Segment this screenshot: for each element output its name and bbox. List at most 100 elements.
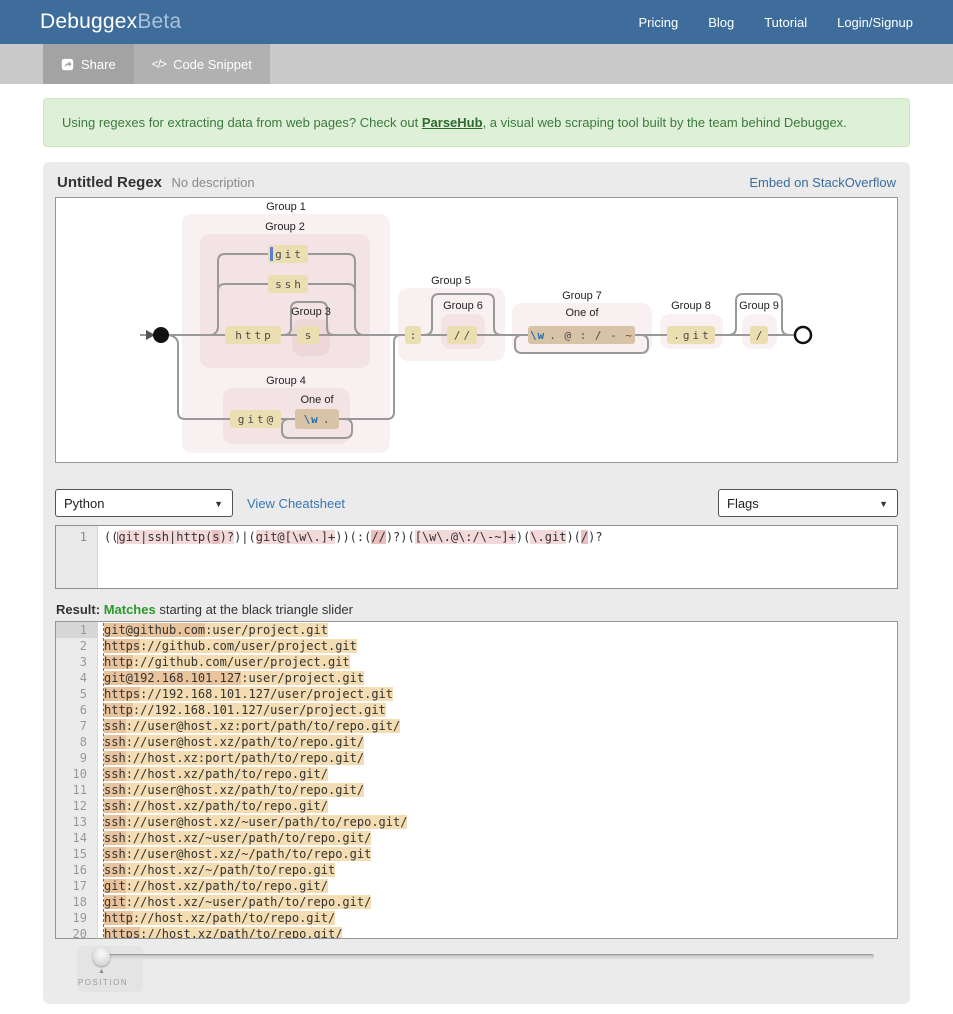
test-string: ssh://user@host.xz/path/to/repo.git/: [104, 783, 365, 797]
position-indicator-line: [103, 623, 104, 937]
test-line[interactable]: 2 https://github.com/user/project.git: [56, 638, 897, 654]
test-line[interactable]: 3 http://github.com/user/project.git: [56, 654, 897, 670]
literal-git: git: [268, 245, 308, 263]
test-line[interactable]: 17 git://host.xz/path/to/repo.git/: [56, 878, 897, 894]
banner-text-before: Using regexes for extracting data from w…: [62, 115, 422, 130]
parsehub-banner: Using regexes for extracting data from w…: [43, 98, 910, 147]
parsehub-link[interactable]: ParseHub: [421, 115, 483, 130]
test-strings-list[interactable]: 1 git@github.com:user/project.git 2 https:/…: [56, 622, 897, 938]
controls-row: Python ▼ View Cheatsheet Flags ▼: [55, 489, 898, 517]
test-string: ssh://host.xz/path/to/repo.git/: [104, 767, 328, 781]
test-line[interactable]: 14 ssh://host.xz/~user/path/to/repo.git/: [56, 830, 897, 846]
nav-link-tutorial[interactable]: Tutorial: [764, 14, 808, 30]
position-slider: ▲ POSITION: [55, 946, 898, 996]
group-6-label: Group 6: [443, 300, 483, 312]
group-5-box: [398, 288, 505, 361]
test-line[interactable]: 6 http://192.168.101.127/user/project.git: [56, 702, 897, 718]
test-string: ssh://host.xz/path/to/repo.git/: [104, 799, 328, 813]
line-number: 2: [56, 638, 98, 654]
slider-triangle-icon: ▲: [98, 968, 105, 975]
test-line[interactable]: 5 https://192.168.101.127/user/project.gi…: [56, 686, 897, 702]
test-string: http://192.168.101.127/user/project.git: [104, 703, 386, 717]
test-line[interactable]: 15 ssh://user@host.xz/~/path/to/repo.git: [56, 846, 897, 862]
code-snippet-button[interactable]: </> Code Snippet: [133, 44, 270, 84]
literal-colon: :: [405, 326, 421, 344]
test-line[interactable]: 19 http://host.xz/path/to/repo.git/: [56, 910, 897, 926]
slider-knob-backdrop: [77, 946, 143, 992]
test-line[interactable]: 7 ssh://user@host.xz:port/path/to/repo.gi…: [56, 718, 897, 734]
test-line[interactable]: 11 ssh://user@host.xz/path/to/repo.git/: [56, 782, 897, 798]
language-select-value: Python: [64, 495, 105, 511]
group-7-one-of-label: One of: [565, 307, 599, 319]
test-line[interactable]: 4 git@192.168.101.127:user/project.git: [56, 670, 897, 686]
position-label: POSITION: [77, 978, 129, 987]
result-label: Result: Matches starting at the black tr…: [55, 602, 898, 617]
charset-group-4: \w.: [295, 409, 339, 429]
group-3-label: Group 3: [291, 306, 331, 318]
line-number: 18: [56, 894, 98, 910]
line-number: 5: [56, 686, 98, 702]
nav-link-blog[interactable]: Blog: [708, 14, 735, 30]
charset-group-7: \w. @ : / - ~: [528, 326, 635, 344]
diagram-rails: [140, 253, 813, 439]
literal-ssh: ssh: [268, 275, 308, 293]
test-strings-editor[interactable]: 1 git@github.com:user/project.git 2 https:/…: [55, 621, 898, 939]
slider-knob[interactable]: [93, 947, 110, 966]
regex-code[interactable]: ((git|ssh|http(s)?)|(git@[\w\.]+))(:(//)…: [104, 530, 603, 544]
embed-stackoverflow-link[interactable]: Embed on StackOverflow: [749, 175, 896, 190]
nav-link-login-signup[interactable]: Login/Signup: [837, 14, 913, 30]
test-string: git@github.com:user/project.git: [104, 623, 328, 637]
literal-dot-git: .git: [667, 326, 715, 344]
test-line[interactable]: 8 ssh://user@host.xz/path/to/repo.git/: [56, 734, 897, 750]
test-line[interactable]: 16 ssh://host.xz/~/path/to/repo.git: [56, 862, 897, 878]
toolbar-button-strip: Share </> Code Snippet: [43, 44, 270, 84]
test-line[interactable]: 10 ssh://host.xz/path/to/repo.git/: [56, 766, 897, 782]
line-number: 7: [56, 718, 98, 734]
line-number: 12: [56, 798, 98, 814]
test-string: ssh://user@host.xz:port/path/to/repo.git…: [104, 719, 401, 733]
flags-select[interactable]: Flags ▼: [718, 489, 898, 517]
group-5-label: Group 5: [431, 275, 471, 287]
test-line[interactable]: 9 ssh://host.xz:port/path/to/repo.git/: [56, 750, 897, 766]
editor-gutter: 1: [56, 526, 98, 588]
result-status: Matches: [103, 602, 156, 617]
test-string: https://192.168.101.127/user/project.git: [104, 687, 393, 701]
literal-s: s: [297, 326, 319, 344]
line-number: 13: [56, 814, 98, 830]
test-string: http://github.com/user/project.git: [104, 655, 350, 669]
test-line[interactable]: 12 ssh://host.xz/path/to/repo.git/: [56, 798, 897, 814]
regex-editor[interactable]: 1 ((git|ssh|http(s)?)|(git@[\w\.]+))(:(/…: [55, 525, 898, 589]
line-number: 16: [56, 862, 98, 878]
railroad-diagram: Group 1 Group 2 Group 3 Group 4 Group 5 …: [55, 197, 898, 463]
group-1-label: Group 1: [266, 201, 306, 213]
line-number: 6: [56, 702, 98, 718]
line-number: 20: [56, 926, 98, 938]
test-line[interactable]: 20 https://host.xz/path/to/repo.git/: [56, 926, 897, 938]
regex-title[interactable]: Untitled Regex: [57, 174, 163, 191]
test-line[interactable]: 13 ssh://user@host.xz/~user/path/to/repo.…: [56, 814, 897, 830]
line-number: 11: [56, 782, 98, 798]
test-line[interactable]: 18 git://host.xz/~user/path/to/repo.git/: [56, 894, 897, 910]
code-snippet-icon: </>: [151, 57, 167, 71]
line-number: 3: [56, 654, 98, 670]
navbar: DebuggexBeta Pricing Blog Tutorial Login…: [0, 0, 953, 44]
share-button[interactable]: Share: [43, 44, 134, 84]
slider-track[interactable]: [97, 954, 874, 959]
nav-link-pricing[interactable]: Pricing: [638, 14, 679, 30]
flags-select-value: Flags: [727, 495, 759, 511]
brand-logo[interactable]: DebuggexBeta: [40, 10, 181, 34]
test-string: ssh://host.xz/~user/path/to/repo.git/: [104, 831, 372, 845]
view-cheatsheet-link[interactable]: View Cheatsheet: [247, 495, 346, 511]
group-7-label: Group 7: [562, 290, 602, 302]
result-label-prefix: Result:: [56, 602, 101, 617]
start-node: [153, 327, 169, 343]
nav-links: Pricing Blog Tutorial Login/Signup: [638, 15, 913, 30]
test-line[interactable]: 1 git@github.com:user/project.git: [56, 622, 897, 638]
group-8-label: Group 8: [671, 300, 711, 312]
regex-description[interactable]: No description: [171, 175, 255, 190]
share-button-label: Share: [81, 56, 116, 72]
test-string: ssh://user@host.xz/~/path/to/repo.git: [104, 847, 372, 861]
test-string: ssh://user@host.xz/~user/path/to/repo.gi…: [104, 815, 408, 829]
language-select[interactable]: Python ▼: [55, 489, 233, 517]
line-number: 14: [56, 830, 98, 846]
